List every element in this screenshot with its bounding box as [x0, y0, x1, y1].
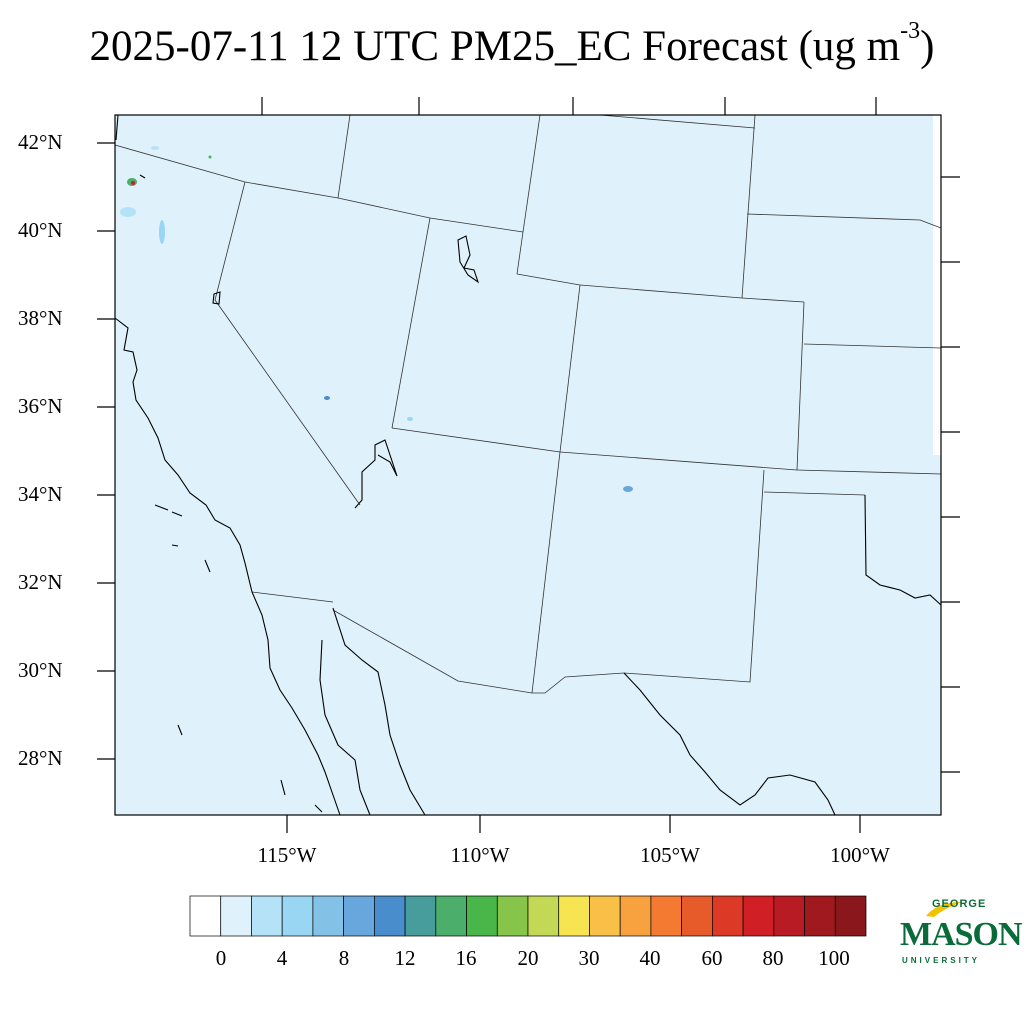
colorbar-label: 100: [818, 946, 850, 970]
colorbar-box: [804, 895, 836, 937]
lon-label: 110°W: [450, 843, 510, 867]
plume-ut: [407, 417, 413, 421]
border-az-nm: [531, 451, 561, 694]
concentration-features: [120, 146, 633, 492]
colorbar-box: [251, 895, 283, 937]
lat-label: 28°N: [18, 746, 63, 770]
colorbar-box: [527, 895, 560, 937]
lat-label: 30°N: [18, 658, 63, 682]
colorbar-box: [189, 895, 222, 937]
plume-nw-2: [120, 207, 136, 217]
colorbar-box: [558, 895, 590, 937]
lat-label: 38°N: [18, 306, 63, 330]
logo-line-university: UNIVERSITY: [902, 956, 981, 965]
border-ks-ne: [803, 343, 942, 349]
plot-frame: [114, 114, 942, 816]
baja-east-coast: [319, 639, 371, 816]
border-co-north: [579, 284, 805, 303]
gulf-east-coast: [332, 607, 426, 816]
border-id-mt: [337, 114, 351, 199]
colorbar-label: 20: [517, 946, 539, 970]
border-ks-ok: [796, 469, 942, 475]
border-id-nv-ut: [244, 181, 524, 233]
colorbar-box: [281, 895, 314, 937]
plume-nw-3: [159, 220, 165, 244]
border-wy-mt: [516, 114, 541, 275]
channel-islands: [154, 504, 323, 813]
lon-label: 100°W: [830, 843, 890, 867]
colorbar-box: [343, 895, 375, 937]
colorbar-box: [404, 895, 437, 937]
state-borders: [114, 114, 942, 694]
colorbar-box: [589, 895, 621, 937]
rio-grande: [623, 672, 836, 816]
border-wy-sd: [741, 114, 756, 299]
map-title: 2025-07-11 12 UTC PM25_EC Forecast (ug m…: [89, 18, 935, 70]
great-salt-lake: [457, 235, 480, 284]
lat-label: 42°N: [18, 130, 63, 154]
lat-label: 32°N: [18, 570, 63, 594]
pacific-coast: [114, 114, 341, 816]
plot-area: [115, 115, 941, 815]
coastlines-and-rivers: [114, 114, 942, 816]
lat-label: 34°N: [18, 482, 63, 506]
lat-label: 40°N: [18, 218, 63, 242]
tick-marks: [97, 97, 960, 833]
lon-label: 105°W: [640, 843, 700, 867]
plume-nw-4: [151, 146, 159, 150]
plot-edge-strip: [933, 115, 941, 455]
colorbar-label: 80: [762, 946, 784, 970]
oregon-lake: [139, 174, 146, 179]
border-ca-mx: [251, 591, 334, 603]
colorbar-label: 0: [215, 946, 227, 970]
border-co-ks: [796, 301, 805, 471]
border-ok-tx: [763, 491, 866, 496]
colorbar-label: 4: [276, 946, 288, 970]
colorbar-box: [374, 895, 406, 937]
lat-label: 36°N: [18, 394, 63, 418]
border-nv-ut: [391, 217, 431, 429]
george-mason-logo: GEORGE MASON UNIVERSITY: [898, 898, 1023, 968]
red-river: [864, 494, 942, 606]
colorbar-label: 8: [338, 946, 350, 970]
logo-line-george: GEORGE: [932, 898, 987, 910]
colorbar-label: 40: [639, 946, 661, 970]
border-ut-wy: [516, 273, 581, 286]
border-ne-sd: [746, 213, 942, 229]
colorbar-label: 60: [701, 946, 723, 970]
plume-id: [208, 155, 212, 159]
colorbar-box: [312, 895, 344, 937]
colorbar-box: [435, 895, 467, 937]
colorbar-box: [619, 895, 652, 937]
colorbar-box: [773, 895, 805, 937]
colorbar-box: [712, 895, 744, 937]
plume-nv: [324, 396, 330, 400]
colorbar-label: 16: [455, 946, 477, 970]
colorbar-box: [834, 895, 867, 937]
logo-swoosh-icon: [926, 902, 962, 917]
border-nm-tx: [623, 469, 765, 683]
colorado-river: [354, 439, 398, 509]
colorbar-box: [681, 895, 713, 937]
logo-line-mason: MASON: [900, 916, 1023, 953]
border-ca-nv: [214, 181, 361, 506]
colorbar-box: [650, 895, 682, 937]
border-ut-co: [559, 284, 581, 453]
lake-tahoe: [212, 291, 221, 305]
colorbar: [189, 895, 867, 937]
border-or-nv: [114, 144, 246, 183]
colorbar-label: 30: [578, 946, 600, 970]
colorbar-box: [220, 895, 252, 937]
colorbar-box: [496, 895, 529, 937]
plume-nm: [623, 486, 633, 492]
colorbar-label: 12: [394, 946, 416, 970]
lon-label: 115°W: [257, 843, 317, 867]
colorbar-box: [742, 895, 775, 937]
border-mt-wy-top: [599, 114, 756, 129]
border-az-mx: [332, 609, 625, 694]
plume-nw-core: [131, 181, 135, 185]
colorbar-box: [466, 895, 498, 937]
